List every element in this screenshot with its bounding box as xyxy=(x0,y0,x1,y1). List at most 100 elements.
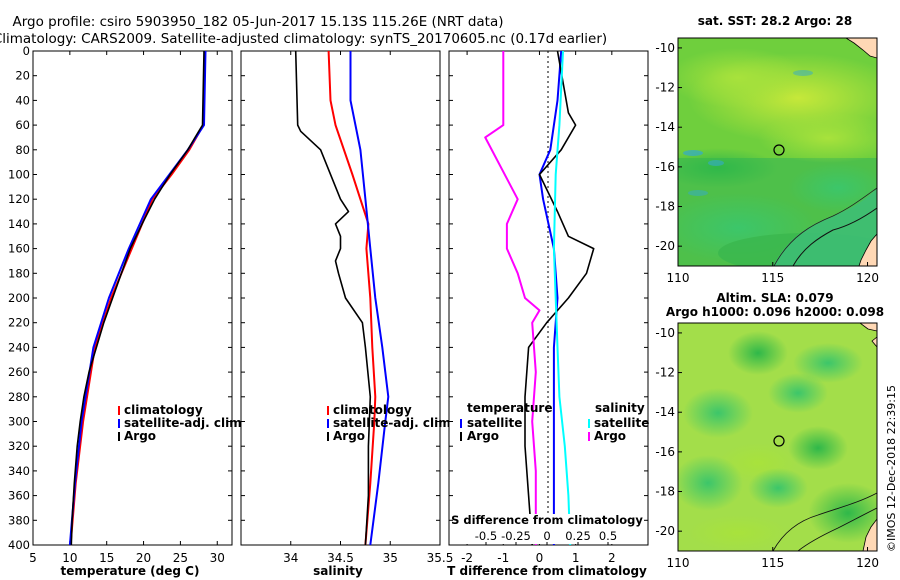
map-x-tick-label: 115 xyxy=(761,271,784,285)
legend-climatology-label: climatology xyxy=(124,403,203,417)
difference-series xyxy=(484,50,595,546)
x-tick-label: 30 xyxy=(210,551,225,565)
title-line-2: Climatology: CARS2009. Satellite-adjuste… xyxy=(0,31,607,47)
sla-map-title-2: Argo h1000: 0.096 h2000: 0.098 xyxy=(666,305,884,319)
x-tick-label: 20 xyxy=(136,551,151,565)
title-line-1: Argo profile: csiro 5903950_182 05-Jun-2… xyxy=(12,14,503,30)
depth-tick-label: 240 xyxy=(8,340,30,354)
series-salinity-satellite xyxy=(552,50,572,546)
legend-temperature-header: temperature xyxy=(467,401,552,415)
s-difference-label: S difference from climatology xyxy=(451,513,643,527)
map-y-tick-label: -20 xyxy=(655,239,675,253)
s-axis-tick-label: 0 xyxy=(543,529,550,543)
x-tick-label: -2 xyxy=(461,551,473,565)
difference-panel: -2 -1 0 1 2 S difference from climatology -0… xyxy=(447,50,649,578)
legend-salinity-header: salinity xyxy=(595,401,645,415)
map-y-tick-label: -18 xyxy=(655,200,675,214)
legend-satellite-label: satellite-adj. clim. xyxy=(124,416,246,430)
depth-tick-label: 220 xyxy=(8,316,30,330)
map-y-tick-label: -18 xyxy=(655,485,675,499)
x-tick-label: 5 xyxy=(29,551,37,565)
depth-tick-label: 60 xyxy=(15,118,30,132)
x-tick-label: 34.5 xyxy=(327,551,354,565)
depth-tick-label: 200 xyxy=(8,291,30,305)
s-axis-tick-label: -0.25 xyxy=(501,529,531,543)
sst-argo-marker xyxy=(773,144,785,156)
sst-map-title: sat. SST: 28.2 Argo: 28 xyxy=(698,14,852,28)
series-satellite-adj-clim- xyxy=(349,51,390,546)
x-tick-label: 15 xyxy=(99,551,114,565)
salinity-plot-frame xyxy=(240,50,441,546)
depth-tick-label: 80 xyxy=(15,143,30,157)
legend-s-climatology-label: climatology xyxy=(333,403,412,417)
depth-tick-label: 360 xyxy=(8,489,30,503)
sla-map-image xyxy=(678,323,877,551)
series-temperature-argo xyxy=(524,50,595,546)
depth-tick-label: 400 xyxy=(8,538,30,552)
depth-axis: 0 20 40 60 80 100 120 140 160 180 200 220 240 260 280 3… xyxy=(8,44,232,552)
t-difference-label: T difference from climatology xyxy=(447,564,647,578)
salinity-series xyxy=(294,50,390,546)
map-x-tick-label: 120 xyxy=(856,556,879,570)
map-y-tick-label: -14 xyxy=(655,120,675,134)
s-axis-tick-label: -0.5 xyxy=(475,529,497,543)
depth-tick-label: 0 xyxy=(23,44,30,58)
sla-argo-marker xyxy=(773,435,785,447)
x-tick-label: -1 xyxy=(497,551,509,565)
x-tick-label: 35.5 xyxy=(427,551,454,565)
depth-tick-label: 300 xyxy=(8,415,30,429)
temperature-series xyxy=(68,50,207,546)
map-y-tick-label: -12 xyxy=(655,81,675,95)
legend-argo-label: Argo xyxy=(124,429,156,443)
legend-s-satellite-label: satellite-adj. clim. xyxy=(333,416,455,430)
depth-tick-label: 100 xyxy=(8,168,30,182)
map-y-tick-label: -16 xyxy=(655,160,675,174)
map-x-tick-label: 110 xyxy=(667,271,690,285)
series-climatology xyxy=(327,50,377,546)
depth-tick-label: 180 xyxy=(8,266,30,280)
series-argo xyxy=(294,50,372,546)
legend-s-argo-label-diff: Argo xyxy=(594,429,626,443)
map-y-tick-label: -14 xyxy=(655,405,675,419)
s-difference-axis: -0.5 -0.25 0 0.25 0.5 xyxy=(475,529,617,545)
temperature-x-label: temperature (deg C) xyxy=(61,564,200,578)
temperature-legend: climatology satellite-adj. clim. Argo xyxy=(118,403,246,443)
difference-legend: temperature satellite Argo salinity sate… xyxy=(460,401,649,443)
s-axis-background xyxy=(455,514,640,544)
depth-tick-label: 340 xyxy=(8,464,30,478)
s-axis-tick-label: 0.5 xyxy=(599,529,617,543)
depth-tick-label: 40 xyxy=(15,93,30,107)
map-y-tick-label: -20 xyxy=(655,524,675,538)
sst-map-frame xyxy=(677,37,878,267)
legend-t-satellite-label: satellite xyxy=(467,416,522,430)
series-salinity-argo xyxy=(484,51,541,545)
x-tick-label: 25 xyxy=(173,551,188,565)
imos-stamp: ©IMOS 12-Dec-2018 22:39:15 xyxy=(885,385,898,552)
map-y-tick-label: -16 xyxy=(655,445,675,459)
salinity-depth-ticks xyxy=(241,50,440,546)
sla-map: Altim. SLA: 0.079 Argo h1000: 0.096 h200… xyxy=(655,291,884,570)
depth-tick-label: 380 xyxy=(8,513,30,527)
sla-map-frame xyxy=(677,322,878,552)
x-tick-label: 1 xyxy=(572,551,580,565)
x-tick-label: 34 xyxy=(283,551,298,565)
difference-depth-ticks xyxy=(449,50,648,546)
salinity-x-label: salinity xyxy=(313,564,363,578)
map-x-tick-label: 110 xyxy=(667,556,690,570)
depth-tick-label: 160 xyxy=(8,242,30,256)
map-x-tick-label: 115 xyxy=(761,556,784,570)
depth-tick-label: 280 xyxy=(8,390,30,404)
legend-s-satellite-label-diff: satellite xyxy=(594,416,649,430)
sla-map-title-1: Altim. SLA: 0.079 xyxy=(716,291,833,305)
depth-tick-label: 140 xyxy=(8,217,30,231)
depth-tick-label: 20 xyxy=(15,69,30,83)
map-y-tick-label: -10 xyxy=(655,41,675,55)
salinity-legend: climatology satellite-adj. clim. Argo xyxy=(327,403,455,443)
x-tick-label: 2 xyxy=(608,551,616,565)
depth-tick-label: 320 xyxy=(8,439,30,453)
temperature-x-axis: 5 10 15 20 25 30 xyxy=(29,51,225,565)
temperature-panel: 0 20 40 60 80 100 120 140 160 180 200 220 240 260 280 3… xyxy=(8,44,246,578)
depth-tick-label: 120 xyxy=(8,192,30,206)
salinity-panel: 34 34.5 35 35.5 salinity climatology satell… xyxy=(240,50,455,578)
